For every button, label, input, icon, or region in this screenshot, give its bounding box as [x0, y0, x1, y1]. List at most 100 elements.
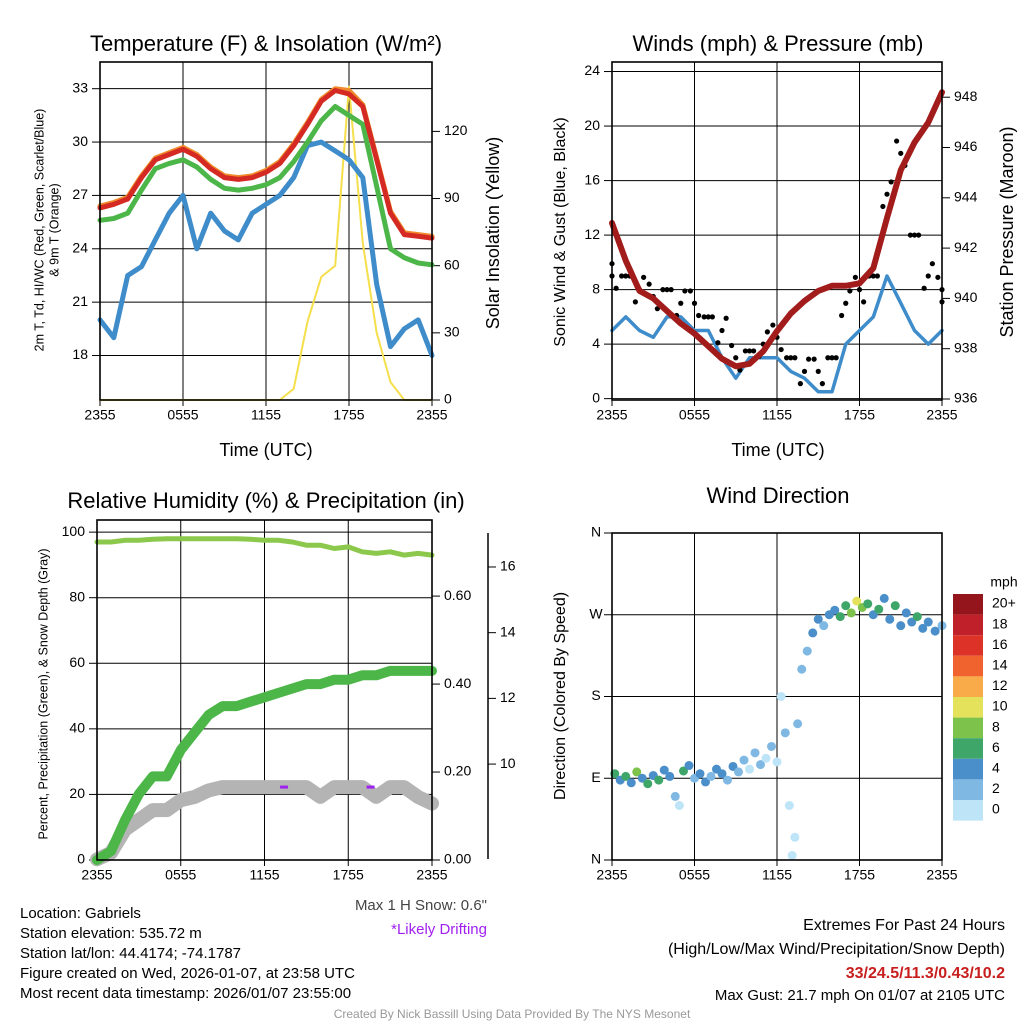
gust-dot	[764, 329, 770, 335]
direction-tick-label: S	[591, 687, 600, 703]
wind-direction-point	[776, 692, 786, 701]
colorbar-label: 10	[992, 698, 1008, 714]
gust-dot	[856, 287, 863, 293]
wind-direction-point	[896, 621, 906, 631]
x-tick-label: 1755	[333, 407, 364, 423]
wind-direction-point	[654, 775, 664, 785]
x-tick-label: 2355	[596, 407, 627, 423]
y-tick-label-right: 940	[954, 289, 978, 305]
gust-dot	[894, 138, 900, 144]
gust-dot	[907, 232, 913, 238]
y-axis-label-right: Solar Insolation (Yellow)	[483, 137, 503, 329]
wind-direction-point	[659, 765, 669, 775]
colorbar-swatch	[953, 635, 983, 656]
colorbar-label: 18	[992, 615, 1008, 631]
gust-dot	[884, 191, 890, 197]
gust-dot	[811, 356, 817, 362]
gust-dot	[646, 281, 652, 287]
gust-dot	[687, 288, 693, 294]
colorbar-label: 6	[992, 739, 1000, 755]
wind-direction-point	[863, 599, 873, 609]
wind-direction-point	[841, 601, 851, 611]
x-tick-label: 2355	[926, 867, 957, 883]
heat-index-windchill-line	[97, 104, 435, 268]
gust-dot	[623, 273, 629, 279]
y-tick-label: 100	[62, 523, 86, 539]
wind-direction-point	[632, 767, 642, 777]
gust-dot	[852, 274, 858, 280]
gust-dot	[709, 314, 715, 320]
wind-direction-point	[643, 779, 653, 789]
y-tick-label-right: 120	[444, 122, 468, 138]
y-tick-label: 0	[77, 851, 85, 867]
y-tick-label-right: 938	[954, 339, 978, 355]
y-tick-label: 20	[584, 117, 600, 133]
y-tick-label-right: 948	[954, 88, 978, 104]
gust-dot	[678, 300, 684, 306]
wind-direction-point	[750, 748, 760, 758]
y-tick-label-right: 0.20	[444, 763, 471, 779]
chart-title: Wind Direction	[706, 483, 849, 508]
gust-dot	[784, 355, 790, 361]
y-tick-label-right: 0.60	[444, 587, 471, 603]
snow-depth-line	[90, 780, 439, 867]
plot-frame	[99, 61, 433, 401]
wind-direction-point	[923, 617, 933, 627]
gust-dot	[870, 273, 876, 279]
extremes-title: Extremes For Past 24 Hours	[803, 917, 1005, 934]
x-tick-label: 1155	[251, 407, 281, 423]
gust-dot	[843, 300, 849, 306]
direction-tick-label: N	[591, 524, 601, 540]
credit-text: Created By Nick Bassill Using Data Provi…	[333, 1007, 691, 1021]
gust-dot	[925, 273, 931, 279]
temp-2m-line	[97, 88, 435, 241]
gust-dot	[829, 355, 835, 361]
wind-direction-point	[739, 755, 749, 765]
y-tick-label-right: 14	[500, 623, 516, 639]
x-axis-label: Time (UTC)	[219, 440, 312, 460]
x-tick-label: 2355	[596, 867, 627, 883]
wind-direction-point	[728, 761, 738, 771]
colorbar-swatch	[953, 614, 983, 636]
y-axis-label: Sonic Wind & Gust (Blue, Black)	[552, 117, 569, 346]
colorbar-label: 2	[992, 780, 1000, 796]
colorbar-swatch	[953, 800, 983, 821]
x-tick-label: 2355	[416, 867, 447, 883]
colorbar-swatch	[953, 594, 983, 615]
wind-direction-point	[907, 617, 917, 627]
wind-direction-point	[918, 623, 928, 633]
gust-dot	[825, 355, 831, 361]
y-tick-label: 24	[584, 62, 600, 78]
wind-direction-point	[790, 832, 800, 842]
wind-direction-point	[879, 593, 889, 603]
x-tick-label: 1755	[844, 867, 875, 883]
gust-dot	[751, 348, 757, 354]
chart-title: Relative Humidity (%) & Precipitation (i…	[67, 488, 464, 513]
wind-direction-point	[890, 601, 900, 611]
precipitation-line	[92, 665, 437, 865]
y-tick-label: 21	[72, 293, 88, 309]
y-tick-label-right: 942	[954, 239, 978, 255]
panel-3	[611, 533, 943, 866]
y-tick-label: 18	[72, 346, 88, 362]
panel-1	[611, 62, 943, 406]
dewpoint-line	[97, 139, 435, 358]
y-tick-label-right: 944	[954, 189, 978, 205]
gust-dot	[619, 273, 625, 279]
gust-dot	[880, 203, 886, 210]
x-tick-label: 1155	[762, 867, 792, 883]
gust-dot	[682, 288, 688, 294]
gust-dot	[898, 150, 904, 156]
wind-direction-point	[885, 614, 895, 624]
wind-direction-point	[637, 773, 647, 783]
wind-direction-point	[745, 764, 754, 774]
extremes-block: Extremes For Past 24 Hours (High/Low/Max…	[668, 914, 1005, 986]
wind-direction-point	[930, 626, 940, 636]
wind-direction-point	[868, 610, 878, 620]
gust-dot	[641, 274, 647, 280]
gust-dot	[696, 312, 702, 319]
gust-dot	[888, 179, 894, 185]
wind-direction-point	[717, 769, 727, 779]
